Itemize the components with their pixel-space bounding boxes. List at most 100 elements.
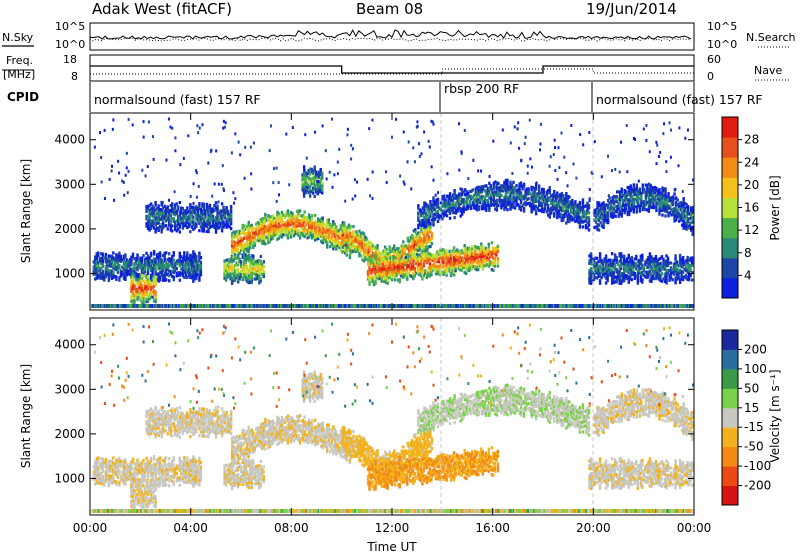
power-cell: [184, 219, 188, 223]
power-cell: [623, 206, 626, 210]
power-cell: [346, 225, 349, 230]
power-cell: [485, 203, 488, 208]
power-cell: [620, 257, 623, 261]
power-cell: [501, 203, 505, 208]
power-cell: [471, 188, 474, 192]
power-cell: [645, 260, 649, 265]
power-cell: [104, 274, 107, 279]
power-cell: [643, 202, 646, 206]
power-cell: [512, 200, 515, 204]
power-cell: [305, 171, 309, 176]
power-cell: [122, 266, 126, 271]
power-cell: [201, 224, 204, 228]
power-cell: [227, 262, 231, 266]
power-cell: [477, 268, 480, 272]
power-cell: [432, 196, 435, 200]
power-cell: [492, 184, 496, 188]
power-cell: [253, 272, 256, 276]
power-cell: [283, 215, 287, 220]
power-cell: [623, 203, 626, 207]
power-cell: [152, 267, 156, 271]
power-cell: [653, 205, 657, 209]
power-cell: [628, 205, 631, 209]
power-cell: [492, 181, 496, 185]
power-cell: [368, 277, 371, 281]
power-cell: [429, 225, 432, 229]
power-cell: [617, 212, 620, 216]
power-cell: [256, 266, 260, 270]
power-cell: [658, 202, 661, 206]
power-cell: [601, 267, 605, 272]
power-cell: [236, 260, 240, 264]
power-cell: [689, 266, 692, 270]
power-cell: [609, 263, 612, 267]
power-cell: [501, 186, 505, 191]
power-cell: [202, 217, 206, 221]
power-cell: [454, 211, 458, 215]
power-cell: [146, 214, 150, 218]
power-cell: [483, 251, 486, 256]
power-cell: [174, 203, 177, 207]
power-cell: [681, 265, 685, 269]
power-cell: [676, 203, 679, 207]
power-cell: [646, 193, 649, 197]
power-cell: [664, 204, 667, 208]
power-cell: [559, 215, 562, 219]
power-cell: [270, 227, 273, 231]
power-cell: [124, 272, 127, 277]
power-cell: [648, 264, 652, 268]
power-cell: [684, 261, 688, 265]
power-cell: [336, 239, 340, 243]
power-cell: [168, 211, 171, 215]
power-cell: [608, 196, 611, 200]
power-cell: [677, 212, 681, 216]
power-cell: [101, 269, 104, 273]
power-cell: [166, 258, 169, 262]
power-cell: [663, 265, 667, 269]
power-cell: [258, 238, 261, 243]
power-cell: [457, 266, 460, 271]
power-cell: [133, 262, 136, 266]
power-cell: [554, 206, 557, 210]
power-cell: [436, 264, 439, 269]
power-cell: [518, 192, 521, 196]
noise-right-tick-top: 10^5: [707, 20, 737, 33]
power-cell: [395, 271, 398, 275]
power-cell: [632, 190, 635, 194]
power-cell: [350, 232, 354, 236]
power-cell: [112, 258, 115, 262]
power-cell: [616, 274, 620, 279]
power-cell: [346, 235, 349, 239]
power-cell: [171, 264, 174, 268]
power-cell: [395, 274, 398, 278]
power-cell: [656, 189, 660, 193]
power-cell: [565, 199, 568, 203]
power-cell: [656, 268, 659, 272]
power-cell: [213, 203, 216, 208]
power-cell: [280, 235, 284, 239]
power-cell: [596, 213, 599, 217]
power-cell: [457, 259, 460, 263]
power-cell: [187, 210, 191, 214]
power-cell: [352, 234, 355, 239]
power-cell: [180, 216, 183, 220]
power-cell: [255, 239, 258, 243]
power-cell: [663, 267, 667, 271]
power-cell: [518, 182, 521, 186]
power-cell: [421, 211, 425, 215]
power-cell: [395, 261, 398, 266]
power-cell: [320, 234, 323, 239]
power-cell: [560, 218, 564, 223]
power-cell: [199, 260, 203, 265]
power-cell: [664, 199, 667, 203]
power-cell: [456, 199, 459, 203]
power-cell: [606, 271, 609, 275]
power-cell: [352, 225, 355, 229]
power-cell: [653, 190, 657, 195]
power-cell: [607, 273, 611, 277]
power-cell: [506, 208, 509, 212]
power-cell: [454, 261, 457, 265]
power-cell: [146, 226, 150, 231]
power-cell: [649, 198, 652, 202]
power-cell: [513, 196, 517, 200]
